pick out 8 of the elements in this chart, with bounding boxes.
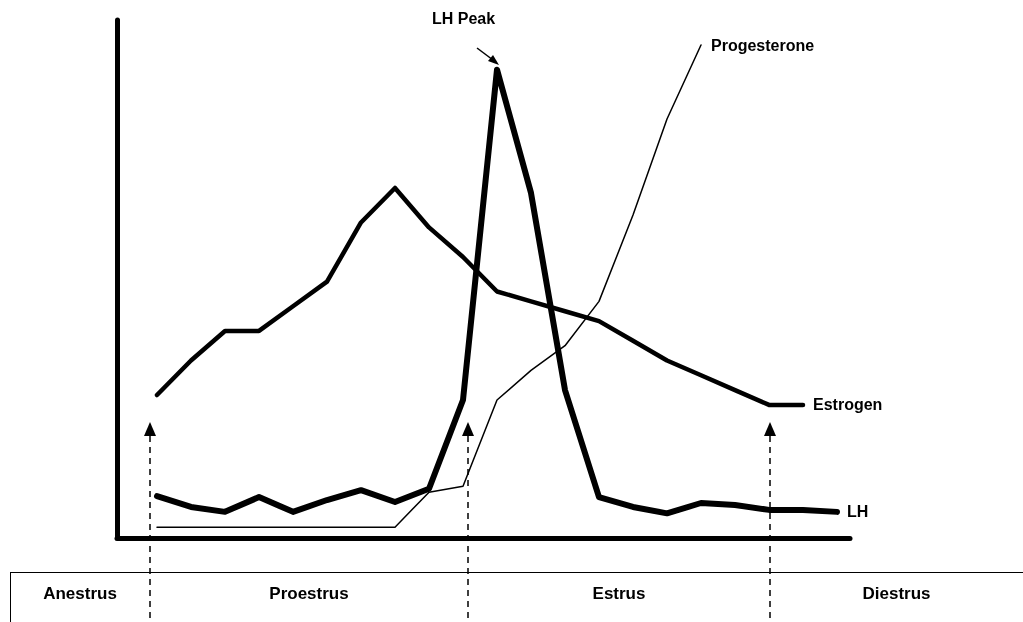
text: LH Peak [432,9,496,28]
series-label: Estrogen [813,396,883,414]
text: Estrus [592,584,646,604]
text: Anestrus [43,584,117,604]
series-label: LH [847,503,869,521]
series-label: Progesterone [711,36,815,54]
text: Diestrus [862,584,931,604]
text: Proestrus [269,584,349,604]
